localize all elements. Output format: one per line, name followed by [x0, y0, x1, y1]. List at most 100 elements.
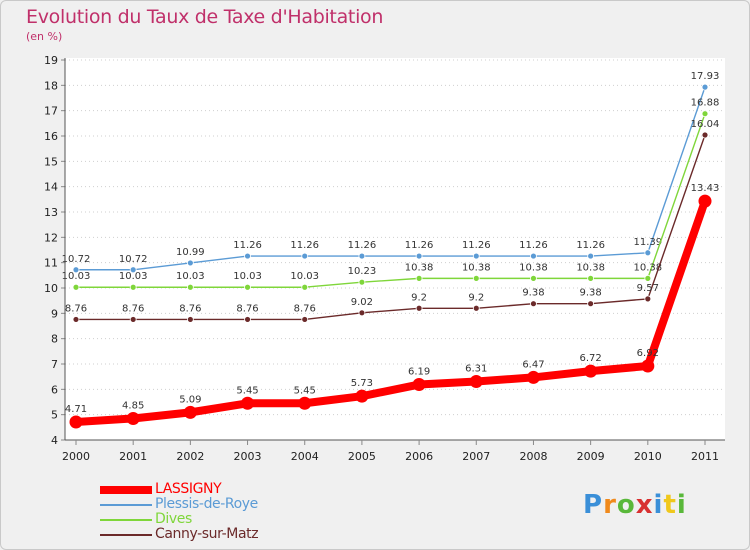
data-point-lassigny — [69, 415, 83, 429]
data-point-canny-sur-matz — [72, 316, 80, 323]
data-point-plessis-de-roye — [358, 252, 366, 260]
data-label-canny-sur-matz: 16.04 — [691, 119, 720, 130]
series-line-canny-sur-matz — [76, 134, 706, 321]
x-tick-label: 2002 — [176, 450, 204, 463]
data-point-lassigny — [412, 378, 426, 392]
brand-letter: P — [583, 490, 604, 520]
data-point-plessis-de-roye — [186, 259, 194, 267]
legend-item-canny-sur-matz: Canny-sur-Matz — [100, 526, 300, 542]
data-point-plessis-de-roye — [701, 83, 709, 91]
legend-swatch — [100, 486, 152, 494]
data-point-dives — [301, 283, 309, 291]
data-point-dives — [701, 110, 709, 118]
y-tick-label: 17 — [44, 105, 58, 118]
data-label-plessis-de-roye: 11.26 — [405, 240, 434, 251]
chart-subtitle: (en %) — [26, 30, 63, 43]
data-label-plessis-de-roye: 11.26 — [576, 240, 605, 251]
brand-letter: i — [676, 490, 687, 520]
data-label-canny-sur-matz: 8.76 — [294, 303, 316, 314]
brand-letter: i — [653, 490, 664, 520]
legend-swatch — [100, 519, 152, 521]
data-point-dives — [530, 274, 537, 282]
data-label-lassigny: 13.43 — [691, 183, 720, 194]
data-point-lassigny — [641, 359, 655, 373]
data-point-canny-sur-matz — [244, 316, 251, 323]
data-point-plessis-de-roye — [129, 266, 137, 274]
y-tick-label: 15 — [44, 155, 58, 168]
series-line-lassigny — [75, 199, 709, 427]
data-label-canny-sur-matz: 8.76 — [65, 303, 87, 314]
y-tick-label: 8 — [51, 333, 58, 346]
y-tick-label: 7 — [51, 358, 58, 371]
data-label-dives: 10.03 — [119, 271, 148, 282]
y-tick-label: 14 — [44, 181, 58, 194]
data-point-canny-sur-matz — [186, 316, 194, 323]
data-label-lassigny: 5.45 — [236, 385, 258, 396]
data-point-plessis-de-roye — [415, 252, 423, 260]
y-tick-label: 4 — [51, 434, 58, 447]
brand-letter: x — [635, 490, 654, 520]
data-label-dives: 10.03 — [290, 271, 319, 282]
data-label-canny-sur-matz: 9.2 — [468, 292, 484, 303]
data-label-canny-sur-matz: 9.57 — [637, 283, 659, 294]
data-label-lassigny: 6.47 — [522, 359, 544, 370]
data-point-canny-sur-matz — [530, 300, 537, 308]
data-label-plessis-de-roye: 10.72 — [62, 254, 91, 265]
brand-logo: Proxiti — [583, 490, 687, 520]
data-point-canny-sur-matz — [415, 304, 423, 312]
series-line-plessis-de-roye — [76, 86, 706, 271]
data-point-plessis-de-roye — [644, 249, 652, 257]
data-point-dives — [644, 274, 652, 282]
x-tick-label: 2000 — [62, 450, 90, 463]
data-point-lassigny — [584, 364, 598, 378]
legend-label: LASSIGNY — [155, 481, 222, 497]
data-label-plessis-de-roye: 10.72 — [119, 254, 148, 265]
data-label-canny-sur-matz: 8.76 — [236, 303, 258, 314]
data-point-plessis-de-roye — [301, 252, 309, 260]
data-point-dives — [415, 274, 423, 282]
data-label-lassigny: 6.19 — [408, 367, 430, 378]
data-label-lassigny: 5.09 — [179, 394, 201, 405]
data-point-plessis-de-roye — [530, 252, 537, 260]
series-line-dives — [76, 113, 706, 288]
data-point-dives — [129, 283, 137, 291]
x-tick-label: 2011 — [691, 450, 719, 463]
data-point-canny-sur-matz — [358, 309, 366, 317]
data-label-canny-sur-matz: 9.02 — [351, 297, 373, 308]
y-tick-label: 18 — [44, 79, 58, 92]
data-point-canny-sur-matz — [472, 304, 480, 312]
data-label-dives: 16.88 — [691, 98, 720, 109]
legend-item-plessis-de-roye: Plessis-de-Roye — [100, 496, 300, 512]
data-point-lassigny — [126, 411, 140, 425]
y-tick-label: 19 — [44, 54, 58, 67]
data-label-lassigny: 6.31 — [465, 363, 487, 374]
y-tick-label: 11 — [44, 257, 58, 270]
data-label-plessis-de-roye: 11.26 — [233, 240, 262, 251]
data-label-dives: 10.38 — [519, 262, 548, 273]
legend-swatch — [100, 534, 152, 536]
legend-label: Dives — [155, 511, 192, 527]
data-point-dives — [587, 274, 595, 282]
data-point-dives — [358, 278, 366, 286]
data-label-lassigny: 5.45 — [294, 385, 316, 396]
data-point-plessis-de-roye — [72, 266, 80, 274]
legend: LASSIGNY Plessis-de-Roye Dives Canny-sur-Ma… — [100, 481, 300, 542]
data-label-dives: 10.38 — [462, 262, 491, 273]
data-point-plessis-de-roye — [244, 252, 251, 260]
y-tick-label: 9 — [51, 307, 58, 320]
data-point-canny-sur-matz — [701, 131, 709, 139]
y-tick-label: 10 — [44, 282, 58, 295]
data-label-plessis-de-roye: 11.26 — [290, 240, 319, 251]
data-label-plessis-de-roye: 17.93 — [691, 71, 720, 82]
legend-item-dives: Dives — [100, 511, 300, 527]
data-point-lassigny — [298, 396, 312, 410]
data-label-canny-sur-matz: 8.76 — [122, 303, 144, 314]
data-point-lassigny — [183, 405, 197, 419]
data-label-lassigny: 4.85 — [122, 400, 144, 411]
x-tick-label: 2004 — [291, 450, 319, 463]
data-point-canny-sur-matz — [587, 300, 595, 308]
data-label-canny-sur-matz: 9.2 — [411, 292, 427, 303]
x-tick-label: 2009 — [577, 450, 605, 463]
data-label-plessis-de-roye: 11.39 — [633, 237, 662, 248]
data-label-dives: 10.38 — [633, 262, 662, 273]
